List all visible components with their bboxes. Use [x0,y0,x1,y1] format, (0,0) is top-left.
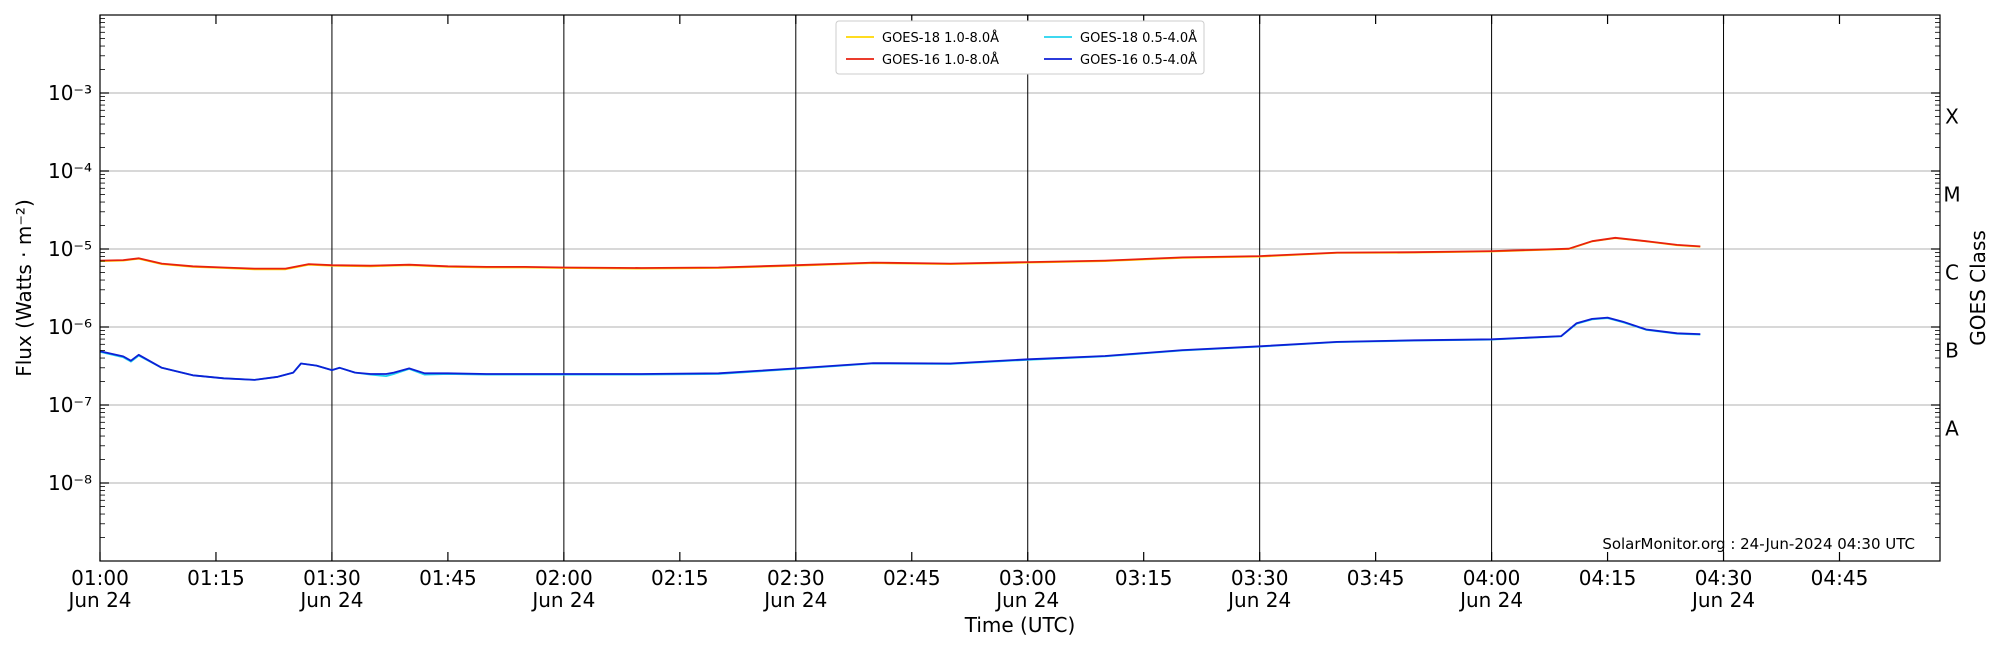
y-axis-title: Flux (Watts · m⁻²) [12,199,36,377]
legend-label: GOES-16 0.5-4.0Å [1080,52,1197,68]
goes-class-label: A [1945,416,1959,440]
legend-box [835,20,1205,75]
x-tick-label: 04:30 [1695,566,1753,590]
goes-class-label: C [1945,260,1959,284]
legend-label: GOES-18 0.5-4.0Å [1080,30,1197,46]
y-axis-ticks: 10⁻⁸ 10⁻⁷ 10⁻⁶ 10⁻⁵ 10⁻⁴ 10⁻³ [48,18,1940,538]
credit-text: SolarMonitor.org : 24-Jun-2024 04:30 UTC [1602,535,1915,553]
x-tick-label: 01:30 [303,566,361,590]
right-axis-title: GOES Class [1966,230,1990,346]
y-tick-label: 10⁻⁸ [48,471,92,495]
x-tick-label: 02:45 [883,566,941,590]
series-lines [99,236,1701,381]
x-tick-label: 03:30 [1231,566,1289,590]
goes-class-label: B [1945,338,1959,362]
x-tick-label: 04:45 [1811,566,1869,590]
y-tick-label: 10⁻⁴ [48,159,92,183]
legend: GOES-18 1.0-8.0Å GOES-16 1.0-8.0Å GOES-18 … [835,20,1205,75]
y-tick-label: 10⁻⁵ [48,237,92,261]
x-tick-sublabel: Jun 24 [1690,588,1755,612]
goes-class-label: X [1945,104,1959,128]
goes-class-labels: A B C M X [1943,104,1960,440]
x-tick-label: 01:45 [419,566,477,590]
x-tick-label: 04:00 [1463,566,1521,590]
legend-entries: GOES-18 1.0-8.0Å GOES-16 1.0-8.0Å GOES-18 … [846,30,1197,68]
x-tick-label: 02:30 [767,566,825,590]
goes-class-label: M [1943,182,1960,206]
x-tick-label: 01:00 [71,566,129,590]
y-tick-label: 10⁻⁶ [48,315,92,339]
legend-label: GOES-16 1.0-8.0Å [882,52,999,68]
y-tick-label: 10⁻³ [48,81,92,105]
x-tick-sublabel: Jun 24 [1226,588,1291,612]
y-tick-label: 10⁻⁷ [48,393,92,417]
x-tick-label: 01:15 [187,566,245,590]
x-tick-sublabel: Jun 24 [298,588,363,612]
x-tick-sublabel: Jun 24 [994,588,1059,612]
legend-label: GOES-18 1.0-8.0Å [882,30,999,46]
x-tick-label: 02:00 [535,566,593,590]
series-line [99,236,1701,270]
x-tick-label: 03:00 [999,566,1057,590]
x-axis-title: Time (UTC) [964,613,1076,637]
grid-lines [100,15,1940,561]
x-tick-label: 03:15 [1115,566,1173,590]
x-tick-sublabel: Jun 24 [66,588,131,612]
series-line [99,316,1701,381]
x-tick-label: 04:15 [1579,566,1637,590]
x-tick-label: 03:45 [1347,566,1405,590]
x-tick-sublabel: Jun 24 [762,588,827,612]
x-tick-sublabel: Jun 24 [1458,588,1523,612]
x-tick-label: 02:15 [651,566,709,590]
x-tick-sublabel: Jun 24 [530,588,595,612]
plot-frame [99,14,1941,562]
